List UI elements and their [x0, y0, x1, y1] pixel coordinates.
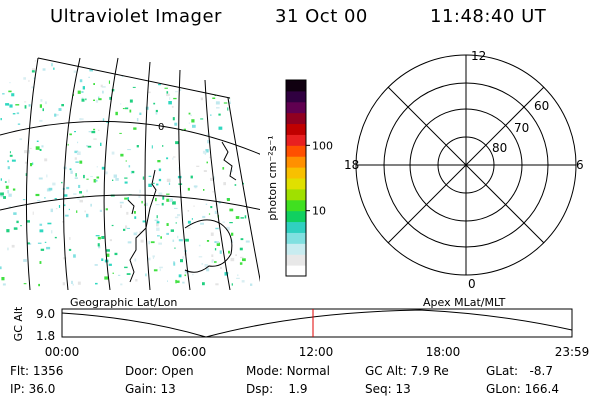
- info-flt: Flt: 1356: [10, 364, 64, 378]
- colorbar-segment: [286, 112, 306, 125]
- colorbar-segment: [286, 199, 306, 212]
- info-door: Door: Open: [125, 364, 194, 378]
- polar-mlat-mlt-panel[interactable]: 12 0 18 6 60 70 80: [340, 50, 600, 290]
- colorbar-segment: [286, 265, 306, 277]
- x-tick-0600: 06:00: [172, 345, 207, 359]
- mlt-label-6: 6: [576, 158, 584, 172]
- colorbar-segment: [286, 243, 306, 255]
- time-readout: 11:48:40 UT: [430, 6, 547, 27]
- mlat-label-70: 70: [514, 121, 529, 135]
- geographic-image-panel[interactable]: 0: [0, 50, 260, 290]
- gain-value: 13: [160, 382, 176, 396]
- colorbar-segment: [286, 90, 306, 103]
- coastline-outlines: [127, 141, 237, 283]
- mlt-label-12: 12: [471, 50, 486, 63]
- date-readout: 31 Oct 00: [275, 6, 368, 27]
- colorbar-segment: [286, 145, 306, 157]
- colorbar-segment: [286, 167, 306, 179]
- aurora-speckle-field: [0, 58, 253, 287]
- colorbar-tick-label: 10: [312, 205, 326, 218]
- x-tick-1800: 18:00: [426, 345, 461, 359]
- info-gain: Gain: 13: [125, 382, 176, 396]
- info-glat: GLat: -8.7: [486, 364, 553, 378]
- colorbar-segment: [286, 232, 306, 244]
- polar-panel-label: Apex MLat/MLT: [423, 296, 506, 309]
- mlat-label-60: 60: [534, 99, 549, 113]
- altitude-curve: [61, 309, 573, 338]
- colorbar-segment: [286, 178, 306, 190]
- info-glon: GLon: 166.4: [486, 382, 559, 396]
- x-tick-1200: 12:00: [299, 345, 334, 359]
- x-tick-0000: 00:00: [45, 345, 80, 359]
- info-ip: IP: 36.0: [10, 382, 56, 396]
- geo-grid-label: 0: [158, 122, 164, 133]
- orbit-altitude-timeline[interactable]: GC Alt 9.0 1.8 00:00 06:00 12:00 18:00 2…: [0, 292, 600, 362]
- info-dsp: Dsp: 1.9: [246, 382, 308, 396]
- timeline-y-bottom: 1.8: [36, 329, 55, 343]
- timeline-y-top: 9.0: [36, 307, 55, 321]
- mlat-label-80: 80: [492, 141, 507, 155]
- info-seq: Seq: 13: [365, 382, 411, 396]
- mode-value: Normal: [286, 364, 330, 378]
- ip-value: 36.0: [28, 382, 56, 396]
- x-tick-2359: 23:59: [555, 345, 590, 359]
- timeline-axis-label: GC Alt: [12, 306, 25, 341]
- dsp-value: 1.9: [288, 382, 308, 396]
- colorbar-segment: [286, 210, 306, 223]
- colorbar-segment: [286, 254, 306, 266]
- seq-value: 13: [395, 382, 411, 396]
- polar-grid: [355, 54, 577, 276]
- geo-grid-lines: [0, 57, 260, 290]
- timeline-frame: [61, 308, 573, 338]
- intensity-colorbar: 100 10 photon cm⁻²s⁻¹: [266, 79, 333, 277]
- colorbar-gradient: [286, 80, 306, 277]
- colorbar-segment: [286, 188, 306, 201]
- app-title: Ultraviolet Imager: [50, 6, 222, 27]
- geo-panel-label: Geographic Lat/Lon: [70, 296, 178, 309]
- colorbar-unit-label: photon cm⁻²s⁻¹: [266, 135, 279, 220]
- colorbar-segment: [286, 101, 306, 114]
- colorbar-tick-label: 100: [312, 139, 333, 152]
- mlt-label-0: 0: [468, 277, 476, 290]
- colorbar-segment: [286, 221, 306, 233]
- colorbar-segment: [286, 134, 306, 146]
- info-mode: Mode: Normal: [246, 364, 330, 378]
- colorbar-segment: [286, 156, 306, 168]
- glat-value: -8.7: [529, 364, 553, 378]
- colorbar-segment: [286, 80, 306, 92]
- info-gcalt: GC Alt: 7.9 Re: [365, 364, 449, 378]
- colorbar-ticks: 100 10: [306, 139, 333, 218]
- door-value: Open: [161, 364, 194, 378]
- colorbar-frame: [285, 79, 307, 277]
- colorbar-segment: [286, 123, 306, 135]
- gcalt-value: 7.9 Re: [410, 364, 449, 378]
- glon-value: 166.4: [524, 382, 559, 396]
- mlt-label-18: 18: [344, 158, 359, 172]
- flt-value: 1356: [32, 364, 64, 378]
- timeline-x-ticks: 00:00 06:00 12:00 18:00 23:59: [45, 345, 590, 359]
